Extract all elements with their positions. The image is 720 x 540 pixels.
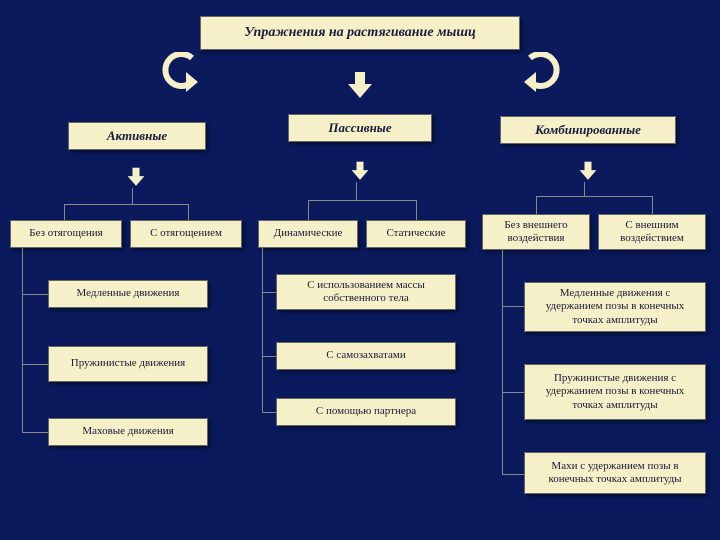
leaf-active-2: Пружинистые движения	[48, 346, 208, 382]
conn	[536, 196, 652, 197]
conn	[502, 392, 524, 393]
conn	[22, 248, 23, 432]
leaf-passive-2: С самозахватами	[276, 342, 456, 370]
conn	[584, 182, 585, 196]
leaf-combined-2: Пружинистые движения с удержанием позы в…	[524, 364, 706, 420]
sub-passive-a: Динамические	[258, 220, 358, 248]
sub-combined-a: Без внешнего воздействия	[482, 214, 590, 250]
curve-arrow-right	[524, 52, 566, 92]
conn	[262, 248, 263, 412]
arrow-cat-combined	[580, 170, 597, 180]
leaf-active-1: Медленные движения	[48, 280, 208, 308]
conn	[64, 204, 188, 205]
conn	[22, 294, 48, 295]
leaf-passive-1: С использованием массы собственного тела	[276, 274, 456, 310]
conn	[262, 292, 276, 293]
conn	[22, 432, 48, 433]
conn	[416, 200, 417, 220]
conn	[262, 412, 276, 413]
leaf-combined-3: Махи с удержанием позы в конечных точках…	[524, 452, 706, 494]
leaf-active-3: Маховые движения	[48, 418, 208, 446]
cat-passive: Пассивные	[288, 114, 432, 142]
conn	[22, 364, 48, 365]
conn	[652, 196, 653, 214]
arrow-cat-active	[128, 176, 145, 186]
conn	[536, 196, 537, 214]
sub-passive-b: Статические	[366, 220, 466, 248]
sub-combined-b: С внешним воздействием	[598, 214, 706, 250]
conn	[502, 250, 503, 474]
curve-arrow-left	[156, 52, 198, 92]
leaf-passive-3: С помощью партнера	[276, 398, 456, 426]
cat-active: Активные	[68, 122, 206, 150]
conn	[188, 204, 189, 220]
conn	[502, 306, 524, 307]
sub-active-b: С отягощением	[130, 220, 242, 248]
arrow-cat-passive	[352, 170, 369, 180]
conn	[132, 188, 133, 204]
arrow-title-to-passive	[348, 84, 372, 98]
conn	[262, 356, 276, 357]
cat-combined: Комбинированные	[500, 116, 676, 144]
conn	[308, 200, 309, 220]
leaf-combined-1: Медленные движения с удержанием позы в к…	[524, 282, 706, 332]
conn	[502, 474, 524, 475]
sub-active-a: Без отягощения	[10, 220, 122, 248]
conn	[64, 204, 65, 220]
conn	[308, 200, 416, 201]
title-box: Упражнения на растягивание мышц	[200, 16, 520, 50]
conn	[356, 182, 357, 200]
